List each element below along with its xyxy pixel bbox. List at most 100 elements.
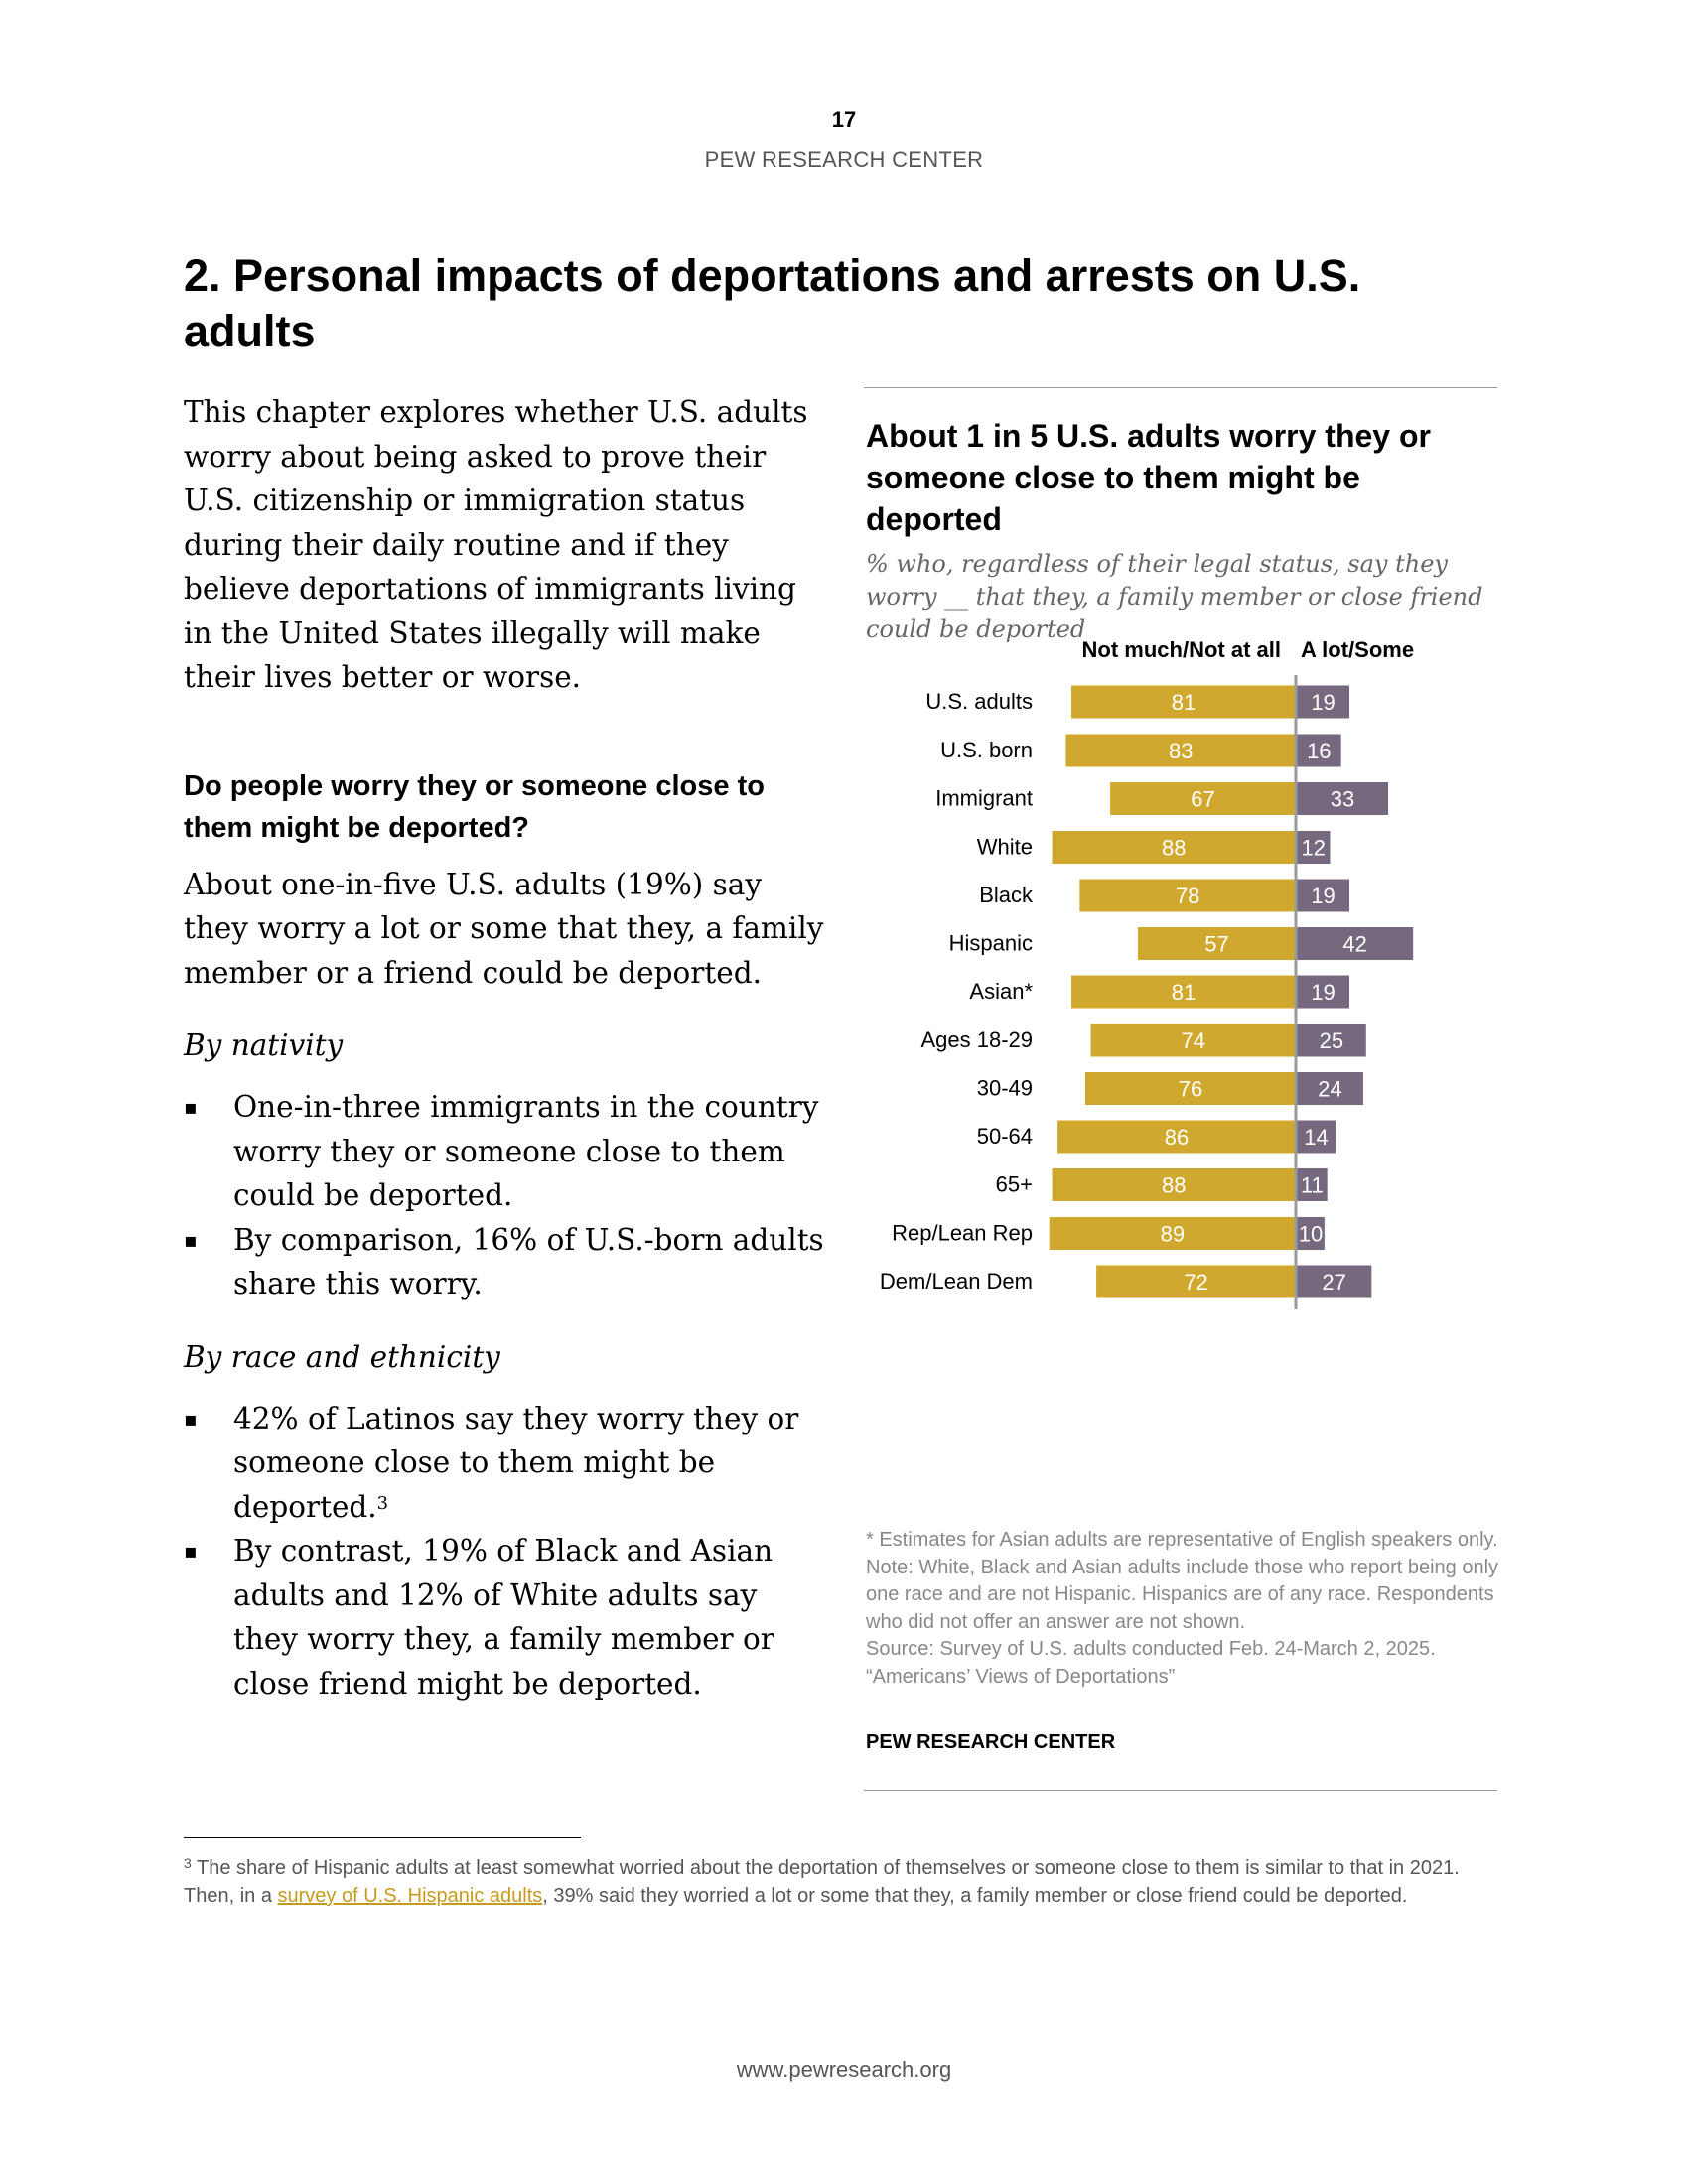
bar-not-much	[1071, 975, 1296, 1009]
value-label-not-much: 78	[1176, 884, 1199, 908]
footnote-text: The share of Hispanic adults at least so…	[184, 1857, 1460, 1907]
intro-paragraph: This chapter explores whether U.S. adult…	[184, 395, 808, 694]
value-label-a-lot: 42	[1342, 932, 1366, 957]
value-label-not-much: 89	[1161, 1222, 1185, 1247]
chart-container	[864, 387, 1497, 1791]
bar-not-much	[1137, 927, 1296, 960]
bullet-marker: ▪	[184, 1406, 198, 1431]
bullet-text: 42% of Latinos say they worry they or so…	[233, 1401, 799, 1524]
bar-not-much	[1090, 1024, 1296, 1057]
bullet-marker: ▪	[184, 1539, 198, 1563]
value-label-not-much: 81	[1172, 690, 1196, 715]
category-label: Dem/Lean Dem	[880, 1269, 1033, 1294]
legend-a-lot: A lot/Some	[1301, 637, 1414, 662]
value-label-not-much: 81	[1172, 980, 1196, 1005]
chart-source-organization: PEW RESEARCH CENTER	[866, 1731, 1116, 1753]
bar-a-lot	[1297, 975, 1350, 1009]
value-label-not-much: 86	[1165, 1125, 1189, 1150]
bullet-item: ▪ By comparison, 16% of U.S.-born adults…	[184, 1218, 829, 1306]
legend-not-much: Not much/Not at all	[1082, 637, 1281, 662]
bar-a-lot	[1297, 734, 1341, 767]
bullet-text: One-in-three immigrants in the country w…	[233, 1090, 819, 1212]
bar-a-lot	[1297, 685, 1350, 719]
bullet-item: ▪ One-in-three immigrants in the country…	[184, 1085, 829, 1218]
left-column: This chapter explores whether U.S. adult…	[184, 390, 829, 1706]
value-label-a-lot: 11	[1301, 1173, 1324, 1198]
category-label: Ages 18-29	[920, 1027, 1033, 1052]
category-label: Immigrant	[935, 786, 1033, 811]
page-number: 17	[831, 107, 857, 132]
footer-url[interactable]: www.pewresearch.org	[736, 2057, 952, 2082]
value-label-a-lot: 19	[1311, 690, 1335, 715]
footnote-divider	[184, 1837, 581, 1838]
diverging-bar-chart: Not much/Not at all A lot/Some U.S. adults…	[880, 637, 1414, 1309]
value-label-not-much: 57	[1204, 932, 1228, 957]
chart-report-title: “Americans’ Views of Deportations”	[866, 1665, 1176, 1688]
chart-note-asterisk: * Estimates for Asian adults are represe…	[866, 1529, 1498, 1551]
bullet-item: ▪ By contrast, 19% of Black and Asian ad…	[184, 1529, 829, 1706]
footnote: 3 The share of Hispanic adults at least …	[184, 1854, 1504, 1910]
bar-a-lot	[1297, 879, 1350, 912]
bar-a-lot	[1297, 927, 1414, 960]
header-organization: PEW RESEARCH CENTER	[704, 147, 984, 172]
category-label: U.S. adults	[925, 689, 1033, 714]
nativity-subheading: By nativity	[184, 1028, 344, 1062]
bar-a-lot	[1297, 1168, 1328, 1201]
bullet-item: ▪ 42% of Latinos say they worry they or …	[184, 1397, 829, 1530]
bar-not-much	[1071, 685, 1296, 719]
category-label: U.S. born	[940, 738, 1033, 762]
summary-paragraph: About one-in-five U.S. adults (19%) say …	[184, 867, 824, 990]
category-label: Rep/Lean Rep	[892, 1221, 1033, 1246]
value-label-not-much: 83	[1169, 739, 1193, 763]
chart-subtitle: % who, regardless of their legal status,…	[866, 550, 1483, 643]
race-subheading: By race and ethnicity	[184, 1339, 500, 1374]
value-label-a-lot: 19	[1311, 980, 1335, 1005]
bar-not-much	[1110, 782, 1296, 815]
chart-note: Note: White, Black and Asian adults incl…	[866, 1556, 1499, 1633]
category-label: 50-64	[977, 1124, 1033, 1149]
category-label: Asian*	[969, 979, 1033, 1004]
value-label-not-much: 88	[1162, 836, 1186, 861]
value-label-not-much: 76	[1179, 1077, 1202, 1102]
bar-not-much	[1049, 1217, 1296, 1250]
bullet-text: By contrast, 19% of Black and Asian adul…	[233, 1534, 774, 1701]
value-label-a-lot: 10	[1299, 1222, 1323, 1247]
category-label: 30-49	[977, 1076, 1033, 1101]
section-heading: Do people worry they or someone close to…	[184, 769, 765, 844]
bar-not-much	[1079, 879, 1296, 912]
bar-not-much	[1052, 831, 1296, 864]
bar-not-much	[1065, 734, 1296, 767]
chapter-title: 2. Personal impacts of deportations and …	[184, 250, 1361, 356]
value-label-not-much: 74	[1182, 1028, 1205, 1053]
value-label-a-lot: 12	[1301, 836, 1325, 861]
value-label-a-lot: 14	[1304, 1125, 1328, 1150]
value-label-a-lot: 27	[1322, 1270, 1345, 1295]
bar-a-lot	[1297, 1120, 1336, 1154]
category-label: 65+	[996, 1172, 1033, 1197]
bar-not-much	[1052, 1168, 1296, 1201]
bar-a-lot	[1297, 1265, 1372, 1298]
category-label: Black	[979, 883, 1034, 907]
value-label-a-lot: 16	[1307, 739, 1331, 763]
bullet-text: By comparison, 16% of U.S.-born adults s…	[233, 1222, 824, 1301]
category-label: Hispanic	[949, 931, 1033, 956]
chart-source: Source: Survey of U.S. adults conducted …	[866, 1638, 1436, 1660]
value-label-a-lot: 24	[1318, 1077, 1341, 1102]
value-label-a-lot: 33	[1331, 787, 1354, 812]
footnote-marker: 3	[184, 1855, 192, 1871]
bar-a-lot	[1297, 782, 1389, 815]
value-label-not-much: 88	[1162, 1173, 1186, 1198]
bar-a-lot	[1297, 831, 1331, 864]
value-label-a-lot: 19	[1311, 884, 1335, 908]
footnote-reference[interactable]: 3	[376, 1492, 389, 1514]
bar-a-lot	[1297, 1024, 1366, 1057]
bullet-marker: ▪	[184, 1227, 198, 1252]
bullet-marker: ▪	[184, 1095, 198, 1119]
value-label-a-lot: 25	[1320, 1028, 1343, 1053]
footnote-text: , 39% said they worried a lot or some th…	[542, 1885, 1408, 1907]
value-label-not-much: 67	[1191, 787, 1214, 812]
bar-not-much	[1057, 1120, 1296, 1154]
value-label-not-much: 72	[1184, 1270, 1207, 1295]
footnote-survey-link[interactable]: survey of U.S. Hispanic adults	[277, 1885, 543, 1907]
chart-title: About 1 in 5 U.S. adults worry they or s…	[866, 418, 1431, 537]
